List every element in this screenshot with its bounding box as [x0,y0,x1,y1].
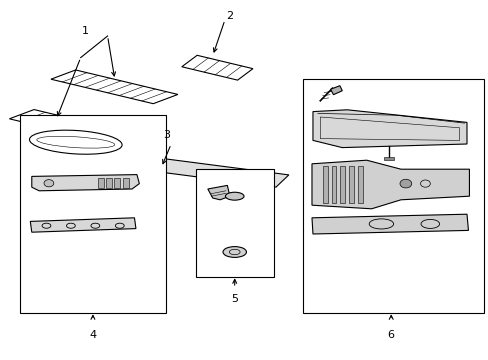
Polygon shape [312,110,466,148]
Polygon shape [311,160,468,209]
Bar [106,178,112,188]
Text: 2: 2 [226,11,233,21]
Polygon shape [357,166,362,203]
Ellipse shape [225,192,244,200]
Text: 1: 1 [82,26,89,36]
Polygon shape [30,218,136,232]
Bar [114,178,120,188]
Bar [195,169,273,277]
Text: 4: 4 [89,330,96,340]
Polygon shape [311,214,468,234]
Polygon shape [340,166,345,203]
Polygon shape [131,156,288,187]
Polygon shape [331,166,336,203]
Bar [20,115,166,313]
Bar [98,178,103,188]
Bar [122,178,128,188]
Ellipse shape [223,247,246,257]
Text: 5: 5 [231,294,238,304]
Polygon shape [322,166,327,203]
Text: 6: 6 [387,330,394,340]
Bar [303,79,483,313]
Text: 3: 3 [163,130,169,140]
Circle shape [44,180,54,187]
Polygon shape [348,166,353,203]
Polygon shape [330,86,342,95]
Circle shape [399,179,411,188]
Bar [383,157,393,160]
Polygon shape [207,185,229,200]
Polygon shape [32,175,139,191]
